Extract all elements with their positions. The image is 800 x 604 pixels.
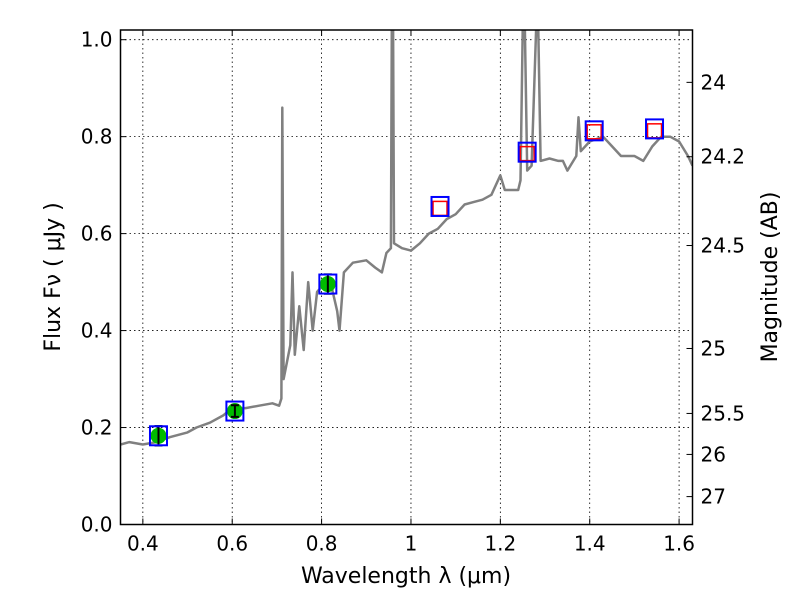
y-tick-label: 0.6	[81, 222, 113, 246]
upper-limit-marker	[519, 145, 535, 162]
y-tick-label: 0.8	[81, 125, 113, 149]
x-tick-label: 1	[405, 532, 418, 556]
right-tick-label: 24	[701, 70, 726, 94]
model-box-marker	[584, 120, 604, 142]
model-box-marker	[148, 425, 168, 447]
x-axis-label: Wavelength λ (μm)	[301, 564, 511, 589]
x-tick-label: 0.8	[306, 532, 338, 556]
model-box-marker	[517, 141, 537, 163]
plot-area	[120, 30, 693, 447]
x-tick-label: 0.6	[216, 532, 248, 556]
y-tick-label: 1.0	[81, 28, 113, 52]
model-box-marker	[225, 400, 245, 422]
upper-limit-marker	[432, 200, 448, 217]
model-box-marker	[645, 118, 665, 140]
right-tick-label: 24.2	[701, 145, 746, 169]
right-tick-label: 26	[701, 442, 726, 466]
right-tick-label: 25.5	[701, 401, 746, 425]
y-tick-label: 0.4	[81, 319, 113, 343]
x-tick-label: 0.4	[127, 532, 159, 556]
upper-limit-marker	[646, 123, 663, 139]
axes-frame	[119, 29, 694, 526]
x-tick-label: 1.4	[574, 532, 606, 556]
upper-limit-marker	[586, 124, 602, 140]
x-tick-label: 1.2	[484, 532, 516, 556]
y-tick-label: 0.2	[81, 416, 113, 440]
model-box-marker	[318, 273, 338, 295]
spectrum-line	[120, 30, 693, 446]
x-tick-label: 1.6	[663, 532, 695, 556]
y-tick-label: 0.0	[81, 513, 113, 537]
model-box-marker	[430, 195, 450, 217]
right-axis-label: Magnitude (AB)	[758, 192, 783, 363]
right-tick-label: 24.5	[701, 234, 746, 258]
y-axis-label: Flux Fν ( μJy )	[41, 202, 66, 351]
grid	[120, 30, 693, 525]
right-tick-label: 25	[701, 336, 726, 360]
right-tick-label: 27	[701, 485, 726, 509]
ticks: 0.4 0.6 0.8 1 1.2 1.4 1.6 0.0 0.2 0.4 0.6 0.8 1.0 24 2…	[81, 28, 745, 556]
